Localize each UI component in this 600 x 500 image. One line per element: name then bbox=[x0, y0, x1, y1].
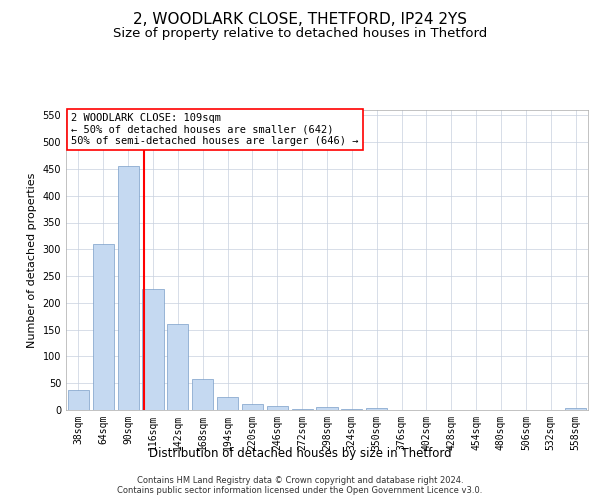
Bar bbox=[242, 404, 263, 410]
Text: Contains HM Land Registry data © Crown copyright and database right 2024.
Contai: Contains HM Land Registry data © Crown c… bbox=[118, 476, 482, 495]
Bar bbox=[217, 396, 238, 410]
Text: Size of property relative to detached houses in Thetford: Size of property relative to detached ho… bbox=[113, 28, 487, 40]
Text: 2 WOODLARK CLOSE: 109sqm
← 50% of detached houses are smaller (642)
50% of semi-: 2 WOODLARK CLOSE: 109sqm ← 50% of detach… bbox=[71, 113, 359, 146]
Text: Distribution of detached houses by size in Thetford: Distribution of detached houses by size … bbox=[149, 448, 451, 460]
Bar bbox=[267, 406, 288, 410]
Bar bbox=[565, 408, 586, 410]
Bar bbox=[366, 408, 387, 410]
Text: 2, WOODLARK CLOSE, THETFORD, IP24 2YS: 2, WOODLARK CLOSE, THETFORD, IP24 2YS bbox=[133, 12, 467, 28]
Bar bbox=[192, 379, 213, 410]
Bar bbox=[68, 390, 89, 410]
Bar bbox=[118, 166, 139, 410]
Bar bbox=[167, 324, 188, 410]
Bar bbox=[142, 289, 164, 410]
Bar bbox=[316, 407, 338, 410]
Y-axis label: Number of detached properties: Number of detached properties bbox=[27, 172, 37, 348]
Bar bbox=[93, 244, 114, 410]
